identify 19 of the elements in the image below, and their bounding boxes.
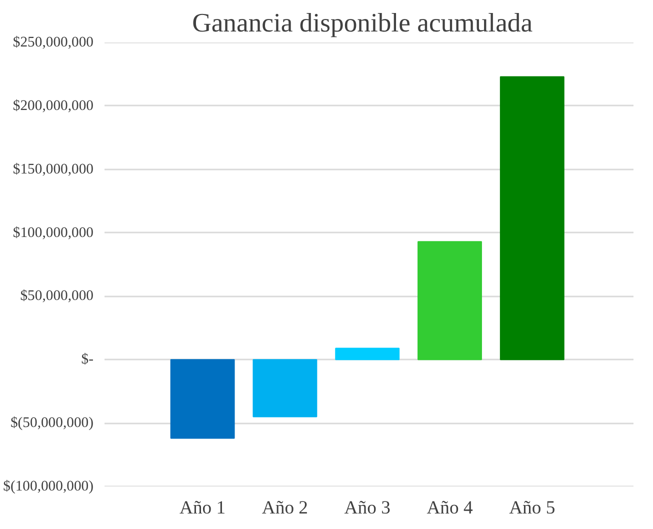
x-tick-label: Año 3 xyxy=(344,498,390,518)
y-tick-label: $50,000,000 xyxy=(20,288,94,304)
y-tick-label: $200,000,000 xyxy=(12,98,94,114)
chart-title: Ganancia disponible acumulada xyxy=(192,8,533,38)
bar xyxy=(335,348,400,360)
x-tick-label: Año 5 xyxy=(509,498,556,518)
y-tick-label: $(100,000,000) xyxy=(3,478,94,494)
bar xyxy=(500,76,564,360)
x-tick-label: Año 2 xyxy=(262,498,308,518)
bar xyxy=(170,359,235,439)
x-tick-label: Año 4 xyxy=(426,498,474,518)
y-tick-label: $150,000,000 xyxy=(12,161,94,178)
bar xyxy=(418,241,482,360)
x-tick-label: Año 1 xyxy=(179,498,226,518)
bar xyxy=(252,359,318,418)
y-tick-label: $250,000,000 xyxy=(12,34,94,50)
y-tick-label: $(50,000,000) xyxy=(10,415,94,432)
y-tick-label: $- xyxy=(81,352,94,368)
y-tick-label: $100,000,000 xyxy=(12,224,94,241)
